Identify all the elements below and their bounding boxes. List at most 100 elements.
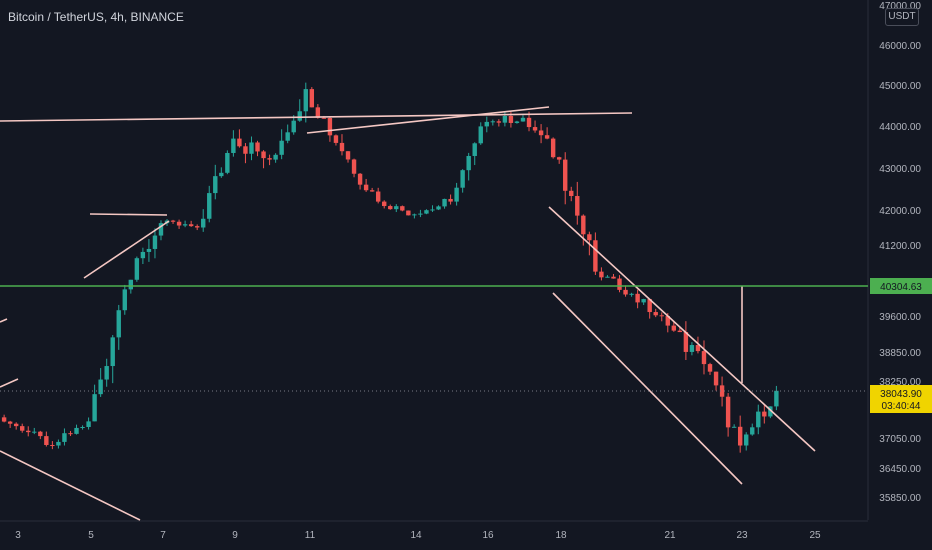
candle-body: [279, 140, 284, 155]
channel-upper: [548, 206, 816, 452]
candle-body: [400, 206, 405, 211]
candle: [520, 115, 526, 122]
candle-body: [394, 206, 399, 210]
candle-body: [231, 138, 236, 153]
time-tick-label: 21: [664, 530, 676, 541]
candle: [750, 423, 755, 436]
candle: [194, 224, 200, 231]
candle-body: [321, 117, 327, 119]
candle-body: [737, 426, 743, 446]
currency-unit-button[interactable]: USDT: [885, 8, 919, 26]
candle-body: [478, 126, 483, 144]
candle-body: [713, 371, 719, 386]
candle: [400, 205, 405, 212]
candle: [412, 213, 417, 219]
candle: [538, 124, 544, 144]
candle: [496, 119, 502, 127]
candle-body: [677, 330, 683, 333]
candle: [225, 150, 230, 175]
candle: [188, 220, 194, 227]
candle: [484, 116, 489, 133]
price-tick-label: 43000.00: [879, 164, 921, 175]
candle-body: [116, 310, 121, 338]
support-price-badge-bg: [870, 278, 932, 294]
candle-body: [424, 210, 429, 214]
candle-body: [62, 433, 67, 442]
candle-body: [297, 111, 302, 121]
candle: [44, 431, 49, 447]
candle: [653, 308, 658, 318]
candle: [623, 285, 628, 297]
candle-body: [110, 337, 115, 367]
candle: [424, 209, 429, 215]
candle-body: [375, 191, 381, 202]
candle: [267, 154, 272, 166]
left-stub-2: [0, 378, 19, 388]
candle-body: [448, 198, 453, 202]
candle: [744, 432, 749, 451]
candle: [26, 426, 31, 437]
candle: [454, 182, 459, 206]
candle: [104, 358, 109, 387]
candle-body: [641, 299, 646, 303]
candle: [701, 340, 707, 375]
candle-body: [689, 345, 695, 352]
candle: [152, 228, 158, 259]
candle: [448, 194, 453, 205]
candle-body: [20, 426, 25, 431]
candle: [762, 404, 767, 424]
price-tick-label: 38850.00: [879, 348, 921, 359]
candle-body: [388, 206, 393, 210]
candle: [375, 187, 381, 204]
candle-body: [635, 293, 640, 303]
candle: [382, 200, 387, 209]
candle-body: [768, 406, 773, 417]
candle: [683, 321, 689, 360]
candle: [333, 134, 339, 146]
candle: [213, 164, 218, 200]
price-tick-label: 36450.00: [879, 464, 921, 475]
price-tick-label: 35850.00: [879, 493, 921, 504]
candle: [56, 439, 61, 449]
candle-body: [219, 172, 224, 177]
candle-body: [255, 142, 260, 152]
candle: [363, 178, 369, 192]
support-price-badge: 40304.63: [880, 282, 922, 293]
candle: [514, 120, 520, 124]
candle-body: [369, 190, 375, 192]
candle: [581, 214, 586, 246]
candle-body: [32, 431, 37, 433]
candle-body: [213, 176, 218, 194]
candle: [291, 115, 296, 135]
candle: [273, 153, 278, 163]
candle-body: [315, 107, 321, 118]
candle-body: [605, 276, 610, 278]
candle-body: [490, 121, 496, 123]
candle-body: [695, 345, 701, 352]
candle-body: [502, 115, 508, 123]
time-tick-label: 14: [410, 530, 422, 541]
candle: [50, 441, 55, 450]
candle: [158, 220, 164, 241]
candle-body: [671, 325, 677, 331]
candle: [713, 371, 719, 391]
price-tick-label: 44000.00: [879, 122, 921, 133]
candle-body: [225, 152, 230, 173]
candle: [140, 247, 146, 265]
candle-body: [56, 441, 61, 446]
candle: [116, 304, 121, 350]
candle: [7, 420, 13, 428]
candle-body: [170, 220, 176, 222]
candle: [255, 140, 260, 157]
candle-body: [249, 142, 254, 154]
candle: [575, 181, 580, 225]
candle: [201, 209, 206, 232]
candle: [737, 415, 743, 453]
lower-left-line: [0, 450, 141, 521]
candle-body: [134, 258, 140, 280]
price-tick-label: 37050.00: [879, 434, 921, 445]
candle: [436, 205, 441, 211]
candle: [774, 385, 779, 411]
candle-body: [436, 206, 441, 210]
